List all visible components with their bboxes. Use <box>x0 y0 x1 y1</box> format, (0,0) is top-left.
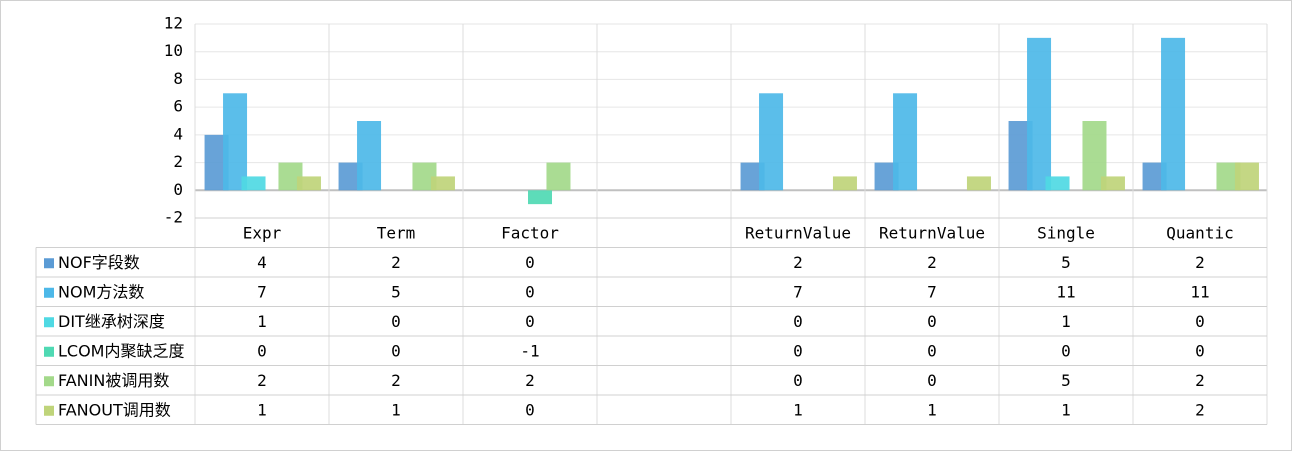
x-category-label: Factor <box>501 223 559 242</box>
bar <box>528 190 552 205</box>
y-tick-label: 12 <box>164 14 183 33</box>
data-table-value: 2 <box>391 253 401 272</box>
y-tick-label: 2 <box>173 152 183 171</box>
data-table-value: 2 <box>1195 253 1205 272</box>
data-table-value: 1 <box>257 400 267 419</box>
x-category-label: Quantic <box>1166 223 1233 242</box>
y-tick-label: 8 <box>173 69 183 88</box>
data-table-value: 0 <box>391 341 401 360</box>
legend-label: FANOUT调用数 <box>58 400 171 419</box>
data-table-value: 0 <box>793 312 803 331</box>
data-table-value: 0 <box>1061 341 1071 360</box>
data-table-value: 0 <box>257 341 267 360</box>
data-table-value: 1 <box>1061 400 1071 419</box>
data-table-value: 2 <box>257 371 267 390</box>
bar <box>1045 176 1070 191</box>
data-table-value: 2 <box>927 253 937 272</box>
data-table-value: 11 <box>1190 282 1209 301</box>
bar <box>1100 176 1125 191</box>
legend-label: FANIN被调用数 <box>58 371 169 390</box>
data-table-value: 0 <box>927 312 937 331</box>
y-tick-label: 4 <box>173 124 183 143</box>
data-table-value: 7 <box>793 282 803 301</box>
bar <box>893 93 918 191</box>
x-category-label: ReturnValue <box>745 223 851 242</box>
data-table-value: 0 <box>525 253 535 272</box>
x-category-label: Single <box>1037 223 1095 242</box>
bar <box>832 176 857 191</box>
bar <box>223 93 248 191</box>
legend-swatch <box>44 258 54 269</box>
legend-label: NOF字段数 <box>58 253 140 272</box>
data-table-value: 5 <box>1061 253 1071 272</box>
bar <box>966 176 991 191</box>
data-table-value: 1 <box>927 400 937 419</box>
x-category-label: Term <box>377 223 416 242</box>
data-table-value: 7 <box>927 282 937 301</box>
data-table-value: 1 <box>257 312 267 331</box>
bar <box>357 121 382 191</box>
data-table-value: 5 <box>1061 371 1071 390</box>
legend-label: DIT继承树深度 <box>58 312 165 331</box>
legend-swatch <box>44 287 54 298</box>
data-table-value: 0 <box>391 312 401 331</box>
x-category-label: Expr <box>243 223 282 242</box>
data-table-value: 0 <box>525 282 535 301</box>
bar <box>1234 162 1259 191</box>
data-table-value: -1 <box>520 341 539 360</box>
y-tick-label: -2 <box>164 208 183 227</box>
data-table-value: 11 <box>1056 282 1075 301</box>
data-table-value: 0 <box>1195 341 1205 360</box>
bar <box>296 176 321 191</box>
legend-label: NOM方法数 <box>58 282 144 301</box>
legend-swatch <box>44 405 54 416</box>
y-tick-label: 0 <box>173 180 183 199</box>
data-table-value: 0 <box>525 400 535 419</box>
data-table-value: 1 <box>793 400 803 419</box>
data-table-value: 1 <box>1061 312 1071 331</box>
bar <box>1027 37 1052 191</box>
bar <box>430 176 455 191</box>
data-table-value: 2 <box>793 253 803 272</box>
legend-swatch <box>44 317 54 328</box>
data-table-value: 2 <box>391 371 401 390</box>
data-table-value: 7 <box>257 282 267 301</box>
bar <box>241 176 266 191</box>
legend-label: LCOM内聚缺乏度 <box>58 341 185 360</box>
data-table-value: 0 <box>793 371 803 390</box>
bar <box>546 162 571 191</box>
data-table-value: 0 <box>927 371 937 390</box>
legend-swatch <box>44 376 54 387</box>
data-table-value: 2 <box>1195 371 1205 390</box>
data-table-value: 5 <box>391 282 401 301</box>
data-table-value: 2 <box>1195 400 1205 419</box>
y-tick-label: 6 <box>173 97 183 116</box>
data-table-value: 0 <box>793 341 803 360</box>
data-table-value: 0 <box>1195 312 1205 331</box>
y-tick-label: 10 <box>164 41 183 60</box>
data-table-value: 0 <box>525 312 535 331</box>
data-table-value: 0 <box>927 341 937 360</box>
data-table-value: 4 <box>257 253 267 272</box>
bar <box>759 93 784 191</box>
data-table-value: 2 <box>525 371 535 390</box>
data-table-value: 1 <box>391 400 401 419</box>
legend-swatch <box>44 346 54 357</box>
x-category-label: ReturnValue <box>879 223 985 242</box>
bar <box>1161 37 1186 191</box>
